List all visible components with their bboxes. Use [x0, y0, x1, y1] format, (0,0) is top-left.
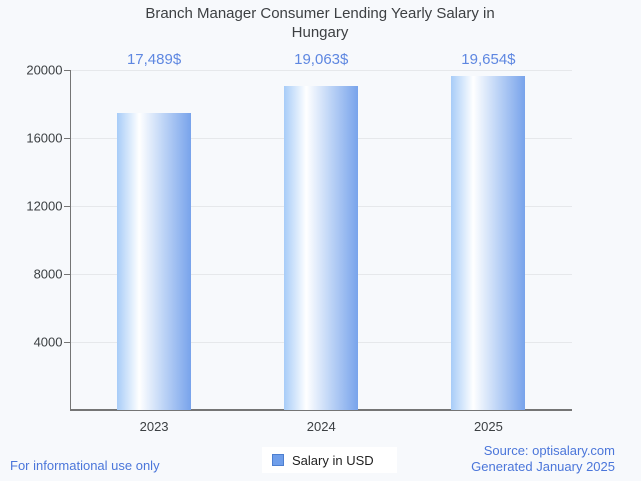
x-tick-label-2023: 2023	[139, 419, 169, 434]
y-tick-mark-8000	[64, 273, 70, 275]
source-link[interactable]: Source: optisalary.com	[483, 443, 615, 458]
y-tick-mark-16000	[64, 137, 70, 139]
y-tick-label-16000: 16000	[26, 130, 63, 146]
legend: Salary in USD	[262, 447, 397, 473]
source-info: Source: optisalary.com Generated January…	[471, 443, 615, 475]
bar-2023[interactable]	[117, 112, 192, 411]
bar-2025[interactable]	[451, 75, 526, 411]
legend-swatch-icon	[272, 454, 284, 466]
y-tick-mark-4000	[64, 341, 70, 343]
y-tick-label-12000: 12000	[26, 198, 63, 214]
disclaimer-text: For informational use only	[10, 458, 160, 473]
gridline-20000	[70, 69, 572, 71]
legend-label: Salary in USD	[292, 452, 374, 468]
y-tick-label-8000: 8000	[33, 266, 63, 282]
value-label-2024: 19,063$	[294, 51, 349, 68]
y-axis-line	[70, 70, 71, 411]
chart-title: Branch Manager Consumer Lending Yearly S…	[145, 5, 495, 41]
generated-date: Generated January 2025	[471, 459, 615, 474]
y-tick-mark-20000	[64, 69, 70, 71]
value-label-2023: 17,489$	[126, 51, 182, 68]
x-tick-label-2025: 2025	[473, 419, 503, 434]
bar-2024[interactable]	[284, 85, 359, 411]
y-tick-mark-12000	[64, 205, 70, 207]
y-tick-label-20000: 20000	[26, 62, 63, 78]
x-tick-label-2024: 2024	[306, 419, 336, 434]
value-label-2025: 19,654$	[461, 51, 516, 68]
y-tick-label-4000: 4000	[33, 334, 63, 350]
